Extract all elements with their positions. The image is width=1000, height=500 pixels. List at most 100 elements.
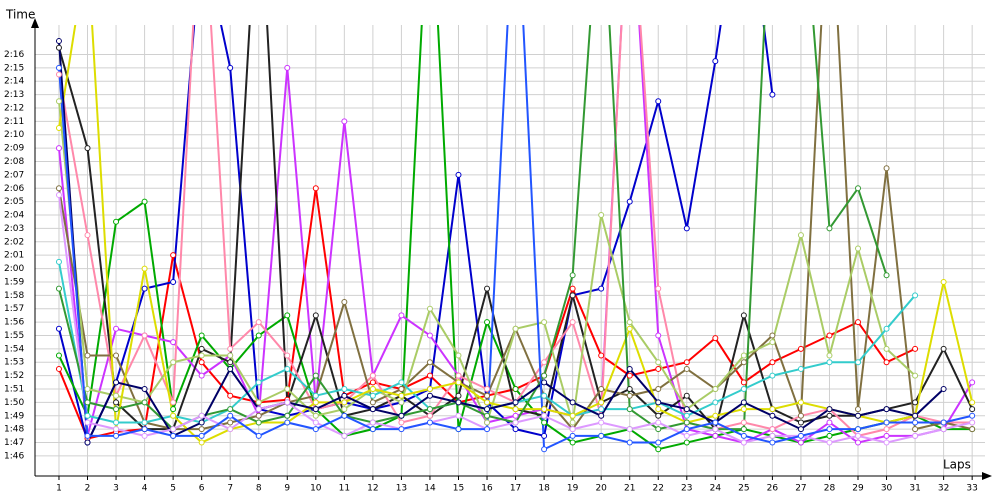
y-tick-label: 1:58	[4, 291, 24, 301]
point	[569, 285, 576, 292]
y-tick-label: 2:07	[4, 170, 24, 180]
x-tick-label: 29	[852, 484, 864, 494]
point	[969, 419, 976, 426]
point	[113, 325, 120, 332]
point	[769, 372, 776, 379]
y-tick-label: 2:13	[4, 90, 24, 100]
point	[598, 432, 605, 439]
point	[769, 426, 776, 433]
point	[598, 419, 605, 426]
point	[740, 399, 747, 406]
point	[655, 446, 662, 453]
point	[883, 359, 890, 366]
point	[113, 426, 120, 433]
point	[797, 439, 804, 446]
x-tick-label: 27	[795, 484, 806, 494]
point	[512, 412, 519, 419]
point	[626, 365, 633, 372]
point	[55, 185, 62, 192]
point	[398, 379, 405, 386]
point	[740, 312, 747, 319]
point	[141, 386, 148, 393]
point	[398, 386, 405, 393]
point	[883, 406, 890, 413]
point	[626, 426, 633, 433]
y-tick-label: 2:00	[4, 264, 24, 274]
point	[170, 359, 177, 366]
series-line	[57, 40, 945, 447]
point	[141, 399, 148, 406]
point	[712, 386, 719, 393]
point	[826, 406, 833, 413]
x-tick-label: 31	[909, 484, 920, 494]
y-tick-label: 2:05	[4, 197, 24, 207]
point	[655, 98, 662, 105]
point	[484, 419, 491, 426]
point	[84, 386, 91, 393]
point	[626, 372, 633, 379]
point	[826, 352, 833, 359]
point	[940, 278, 947, 285]
plot-area	[55, 25, 976, 453]
point	[312, 419, 319, 426]
y-tick-label: 1:47	[4, 438, 24, 448]
x-tick-label: 22	[653, 484, 664, 494]
point	[312, 185, 319, 192]
point	[683, 225, 690, 232]
x-tick-label: 26	[767, 484, 779, 494]
series-line	[57, 25, 973, 451]
y-tick-label: 2:10	[4, 130, 24, 140]
point	[912, 372, 919, 379]
point	[426, 392, 433, 399]
point	[541, 419, 548, 426]
point	[740, 432, 747, 439]
y-tick-label: 1:57	[4, 304, 24, 314]
point	[284, 412, 291, 419]
y-tick-label: 2:02	[4, 237, 24, 247]
point	[255, 406, 262, 413]
y-tick-label: 2:16	[4, 50, 24, 60]
point	[683, 359, 690, 366]
point	[655, 426, 662, 433]
point	[797, 432, 804, 439]
point	[912, 345, 919, 352]
point	[170, 412, 177, 419]
point	[769, 339, 776, 346]
point	[883, 432, 890, 439]
point	[284, 312, 291, 319]
point	[84, 412, 91, 419]
point	[369, 399, 376, 406]
point	[626, 319, 633, 326]
point	[541, 432, 548, 439]
point	[655, 419, 662, 426]
point	[141, 285, 148, 292]
point	[170, 252, 177, 259]
point	[312, 392, 319, 399]
point	[940, 345, 947, 352]
point	[369, 386, 376, 393]
point	[655, 365, 662, 372]
point	[55, 125, 62, 132]
point	[626, 392, 633, 399]
point	[227, 352, 234, 359]
point	[683, 412, 690, 419]
point	[683, 432, 690, 439]
point	[740, 386, 747, 393]
point	[113, 352, 120, 359]
point	[369, 379, 376, 386]
point	[626, 325, 633, 332]
point	[426, 332, 433, 339]
point	[626, 198, 633, 205]
point	[398, 412, 405, 419]
point	[113, 419, 120, 426]
point	[284, 419, 291, 426]
x-tick-label: 20	[595, 484, 607, 494]
point	[141, 332, 148, 339]
point	[113, 399, 120, 406]
point	[512, 426, 519, 433]
point	[484, 412, 491, 419]
point	[940, 386, 947, 393]
y-tick-label: 1:46	[4, 451, 24, 461]
point	[598, 386, 605, 393]
point	[369, 392, 376, 399]
